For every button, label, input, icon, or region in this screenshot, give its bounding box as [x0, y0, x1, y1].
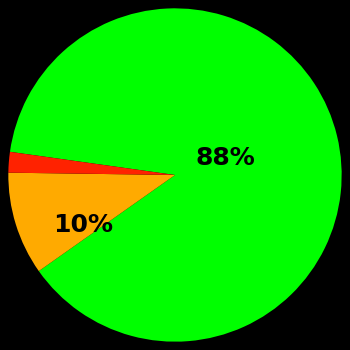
Wedge shape [10, 8, 342, 342]
Text: 10%: 10% [53, 213, 113, 237]
Wedge shape [8, 152, 175, 175]
Text: 88%: 88% [195, 146, 255, 170]
Wedge shape [8, 173, 175, 271]
